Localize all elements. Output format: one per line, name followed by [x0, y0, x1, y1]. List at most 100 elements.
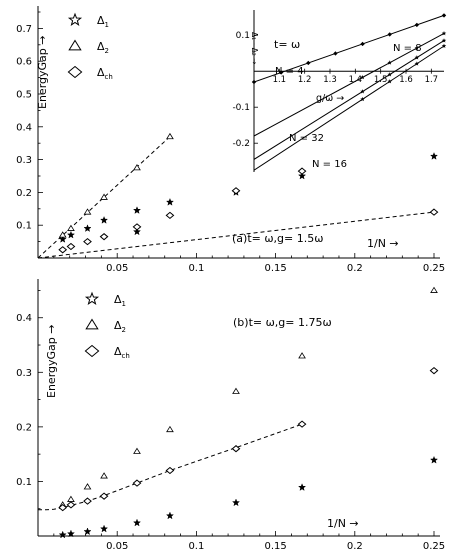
inset-point — [360, 89, 365, 94]
delta1-point — [165, 197, 175, 206]
inset-point — [278, 70, 284, 75]
legend-marker-triangle — [68, 39, 82, 51]
delta2-point — [133, 447, 141, 454]
delta-ch-point — [83, 237, 92, 246]
legend-label: Δ2 — [114, 319, 126, 334]
x-tick-label: 0.15 — [264, 541, 286, 552]
delta2-point — [100, 193, 108, 200]
inset-point — [441, 13, 447, 18]
delta1-point — [231, 498, 241, 507]
inset-x-tick-label: 1.2 — [298, 75, 312, 85]
y-tick-label: 0.2 — [16, 188, 32, 199]
inset-point — [441, 31, 447, 36]
x-tick-label: 0.2 — [347, 263, 363, 274]
x-tick-label: 0.1 — [188, 263, 204, 274]
legend-label: Δ1 — [114, 293, 126, 308]
delta2-point — [83, 483, 92, 490]
delta2-point — [67, 224, 75, 231]
delta1-point — [66, 529, 76, 538]
delta2-point — [430, 286, 438, 293]
legend-marker-diamond — [67, 65, 83, 79]
y-axis-label: EnergyGap → — [36, 36, 49, 109]
inset-point — [387, 72, 392, 77]
inset-series-line — [253, 40, 445, 160]
y-tick-label: 0.6 — [16, 57, 32, 68]
delta-ch-point — [132, 479, 142, 487]
inset-y-label: Δ₁ - Δ₂ → — [250, 32, 259, 64]
inset-series-line — [253, 32, 445, 137]
delta1-point — [83, 527, 92, 536]
delta1-point — [165, 511, 175, 520]
inset-point — [414, 22, 420, 28]
x-tick-label: 0.2 — [347, 541, 363, 552]
delta2-point — [166, 132, 174, 140]
inset-point — [387, 60, 392, 65]
delta1-point — [58, 234, 67, 243]
legend-marker-star — [84, 291, 100, 306]
y-axis-label: EnergyGap → — [45, 325, 58, 398]
y-tick-label: 0.5 — [16, 90, 32, 101]
inset-series-label: N = 4 — [275, 66, 304, 77]
y-tick-label: 0.3 — [16, 155, 32, 166]
delta-ch-point — [83, 497, 92, 505]
delta1-point — [58, 530, 67, 539]
legend-marker-diamond — [84, 344, 100, 358]
x-tick-label: 0.05 — [106, 541, 128, 552]
legend-label: Δch — [114, 345, 130, 360]
inset-series-line — [253, 45, 445, 171]
delta2-point — [298, 352, 306, 359]
panel-a-chart: 0.05 0.1 0.15 0.2 0.25 0.1 0.2 0.3 0.4 0.5 0.6 0.7 1… — [16, 6, 447, 274]
y-tick-label: 0.1 — [16, 477, 32, 488]
inset-point — [360, 74, 365, 80]
inset-point — [360, 96, 365, 102]
x-tick-label: 0.05 — [106, 263, 128, 274]
legend-label: Δ2 — [97, 40, 109, 55]
delta1-point — [132, 518, 142, 527]
delta1-point — [99, 524, 109, 533]
inset-point — [414, 45, 420, 50]
delta2-point — [166, 425, 174, 433]
inset-point — [333, 51, 338, 56]
delta2-point — [100, 472, 108, 479]
inset-y-tick-label: -0.1 — [232, 103, 250, 113]
inset-x-tick-label: 1.3 — [323, 75, 337, 85]
fit-line — [37, 211, 435, 259]
x-axis-label: 1/N → — [367, 237, 399, 250]
delta-ch-point — [429, 208, 439, 216]
inset-x-tick-label: 1.6 — [399, 75, 413, 85]
inset-point — [441, 38, 447, 43]
delta1-point — [429, 152, 439, 160]
panel-annotation: (a)t= ω,g= 1.5ω — [232, 232, 323, 245]
inset-point — [387, 32, 392, 37]
delta1-point — [66, 230, 76, 239]
inset-series-label: N = 8 — [393, 43, 422, 54]
inset-point — [251, 79, 257, 85]
x-tick-label: 0.25 — [423, 541, 445, 552]
x-axis-label: 1/N → — [327, 517, 359, 530]
inset-x-tick-label: 1.1 — [273, 75, 287, 85]
inset-x-tick-label: 1.4 — [349, 75, 363, 85]
inset-point — [414, 55, 420, 60]
delta2-point — [133, 164, 141, 171]
delta-ch-point — [165, 211, 175, 220]
delta-ch-point — [66, 501, 76, 509]
inset-x-label: g/ω → — [316, 93, 344, 104]
delta-ch-point — [429, 367, 439, 375]
legend-label: Δ1 — [97, 14, 109, 29]
y-tick-label: 0.3 — [16, 368, 32, 379]
inset-series-label: N = 16 — [312, 159, 347, 170]
inset-point — [441, 43, 447, 48]
delta1-point — [132, 227, 142, 236]
delta-ch-point — [297, 167, 307, 175]
delta-ch-point — [132, 223, 142, 231]
delta-ch-point — [231, 445, 241, 453]
x-tick-label: 0.15 — [264, 263, 286, 274]
legend-marker-triangle — [85, 318, 99, 330]
delta-ch-point — [231, 187, 241, 195]
delta1-point — [99, 215, 109, 224]
delta-ch-point — [58, 246, 68, 254]
delta-ch-point — [58, 503, 68, 512]
delta1-point — [83, 224, 92, 232]
delta-ch-point — [99, 233, 109, 241]
delta1-point — [132, 206, 142, 214]
